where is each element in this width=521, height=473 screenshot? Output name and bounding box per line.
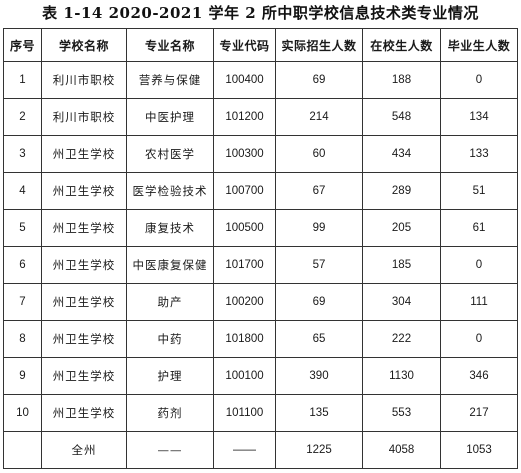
table-row: 9 州卫生学校 护理 100100 390 1130 346 (3, 357, 518, 395)
total-cell-students: 4058 (362, 431, 441, 469)
cell-code: 100200 (213, 283, 276, 321)
cell-no: 6 (3, 246, 42, 284)
cell-school: 州卫生学校 (41, 135, 127, 173)
table-row: 4 州卫生学校 医学检验技术 100700 67 289 51 (3, 172, 518, 210)
cell-major: 营养与保健 (126, 61, 214, 99)
cell-major: 农村医学 (126, 135, 214, 173)
cell-no: 1 (3, 61, 42, 99)
cell-major: 医学检验技术 (126, 172, 214, 210)
cell-no: 3 (3, 135, 42, 173)
cell-no: 10 (3, 394, 42, 432)
col-header-major: 专业名称 (126, 28, 214, 62)
cell-code: 100500 (213, 209, 276, 247)
table-row: 6 州卫生学校 中医康复保健 101700 57 185 0 (3, 246, 518, 284)
total-cell-school: 全州 (41, 431, 127, 469)
cell-students: 304 (362, 283, 441, 321)
cell-major: 药剂 (126, 394, 214, 432)
table-row: 10 州卫生学校 药剂 101100 135 553 217 (3, 394, 518, 432)
cell-students: 548 (362, 98, 441, 136)
cell-school: 州卫生学校 (41, 172, 127, 210)
cell-enrolled: 67 (275, 172, 363, 210)
cell-major: 助产 (126, 283, 214, 321)
cell-school: 州卫生学校 (41, 394, 127, 432)
cell-enrolled: 135 (275, 394, 363, 432)
cell-graduates: 0 (440, 246, 518, 284)
cell-students: 205 (362, 209, 441, 247)
cell-code: 100300 (213, 135, 276, 173)
table-row: 5 州卫生学校 康复技术 100500 99 205 61 (3, 209, 518, 247)
cell-no: 8 (3, 320, 42, 358)
cell-students: 185 (362, 246, 441, 284)
cell-graduates: 0 (440, 61, 518, 99)
cell-code: 101100 (213, 394, 276, 432)
cell-no: 7 (3, 283, 42, 321)
table-row: 1 利川市职校 营养与保健 100400 69 188 0 (3, 61, 518, 99)
cell-code: 101800 (213, 320, 276, 358)
cell-graduates: 61 (440, 209, 518, 247)
col-header-school: 学校名称 (41, 28, 127, 62)
cell-graduates: 0 (440, 320, 518, 358)
table-row: 3 州卫生学校 农村医学 100300 60 434 133 (3, 135, 518, 173)
cell-code: 100100 (213, 357, 276, 395)
cell-enrolled: 65 (275, 320, 363, 358)
cell-major: 中药 (126, 320, 214, 358)
cell-major: 护理 (126, 357, 214, 395)
table-total-row: 全州 —— —— 1225 4058 1053 (3, 431, 518, 469)
table-row: 7 州卫生学校 助产 100200 69 304 111 (3, 283, 518, 321)
cell-no: 5 (3, 209, 42, 247)
cell-school: 利川市职校 (41, 61, 127, 99)
cell-no: 4 (3, 172, 42, 210)
data-table: 序号 学校名称 专业名称 专业代码 实际招生人数 在校生人数 毕业生人数 1 利川… (3, 28, 518, 469)
col-header-no: 序号 (3, 28, 42, 62)
table-row: 8 州卫生学校 中药 101800 65 222 0 (3, 320, 518, 358)
cell-school: 州卫生学校 (41, 357, 127, 395)
cell-major: 康复技术 (126, 209, 214, 247)
cell-major: 中医护理 (126, 98, 214, 136)
col-header-graduates: 毕业生人数 (440, 28, 518, 62)
cell-graduates: 51 (440, 172, 518, 210)
col-header-enrolled: 实际招生人数 (275, 28, 363, 62)
table-row: 2 利川市职校 中医护理 101200 214 548 134 (3, 98, 518, 136)
cell-students: 222 (362, 320, 441, 358)
col-header-code: 专业代码 (213, 28, 276, 62)
cell-enrolled: 60 (275, 135, 363, 173)
cell-school: 州卫生学校 (41, 209, 127, 247)
cell-graduates: 111 (440, 283, 518, 321)
cell-students: 1130 (362, 357, 441, 395)
table-header-row: 序号 学校名称 专业名称 专业代码 实际招生人数 在校生人数 毕业生人数 (3, 28, 518, 62)
cell-students: 188 (362, 61, 441, 99)
total-cell-major: —— (126, 431, 214, 469)
cell-students: 553 (362, 394, 441, 432)
cell-school: 州卫生学校 (41, 246, 127, 284)
cell-graduates: 133 (440, 135, 518, 173)
total-cell-enrolled: 1225 (275, 431, 363, 469)
cell-code: 101700 (213, 246, 276, 284)
cell-students: 434 (362, 135, 441, 173)
cell-enrolled: 214 (275, 98, 363, 136)
cell-no: 9 (3, 357, 42, 395)
cell-enrolled: 99 (275, 209, 363, 247)
cell-enrolled: 69 (275, 61, 363, 99)
cell-code: 101200 (213, 98, 276, 136)
cell-no: 2 (3, 98, 42, 136)
cell-enrolled: 69 (275, 283, 363, 321)
cell-graduates: 217 (440, 394, 518, 432)
cell-students: 289 (362, 172, 441, 210)
cell-major: 中医康复保健 (126, 246, 214, 284)
col-header-students: 在校生人数 (362, 28, 441, 62)
cell-code: 100700 (213, 172, 276, 210)
cell-school: 利川市职校 (41, 98, 127, 136)
total-cell-code: —— (213, 431, 276, 469)
table-title: 表 1-14 2020-2021 学年 2 所中职学校信息技术类专业情况 (42, 4, 479, 22)
cell-graduates: 346 (440, 357, 518, 395)
total-cell-graduates: 1053 (440, 431, 518, 469)
total-cell-no (3, 431, 42, 469)
cell-enrolled: 57 (275, 246, 363, 284)
cell-enrolled: 390 (275, 357, 363, 395)
cell-school: 州卫生学校 (41, 320, 127, 358)
cell-code: 100400 (213, 61, 276, 99)
cell-school: 州卫生学校 (41, 283, 127, 321)
cell-graduates: 134 (440, 98, 518, 136)
